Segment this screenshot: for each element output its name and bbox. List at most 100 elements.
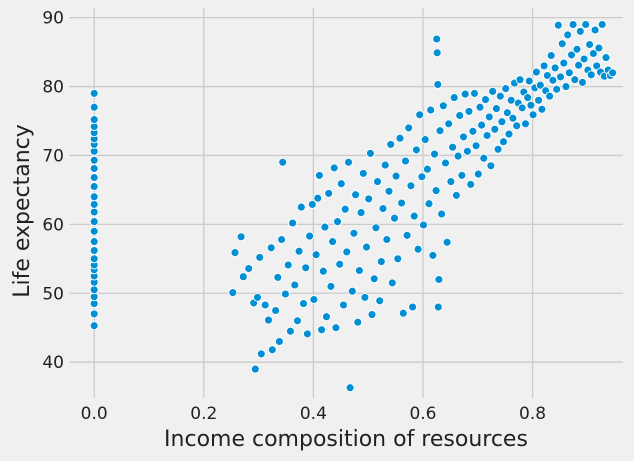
scatter-point [307,199,317,209]
scatter-point [356,208,366,218]
scatter-point [283,260,293,270]
scatter-point [228,288,238,298]
scatter-point [597,20,607,29]
scatter-point [264,315,273,325]
scatter-point [293,316,302,326]
x-axis-ticks: 0.0 0.2 0.4 0.6 0.8 [81,404,546,424]
scatter-point [433,302,443,312]
scatter-point [280,289,290,299]
scatter-point [376,257,386,267]
scatter-point [311,250,321,260]
scatter-point [471,141,481,151]
x-axis-label: Income composition of resources [164,427,528,452]
scatter-point [353,317,363,327]
scatter-point [570,75,580,85]
scatter-point [542,71,552,80]
scatter-point [441,158,450,168]
scatter-point [89,207,99,217]
x-tick-label: 0.6 [409,404,436,424]
scatter-point [409,211,419,221]
scatter-point [358,168,368,178]
scatter-point [365,148,375,158]
scatter-point [238,272,248,282]
scatter-point [288,218,298,228]
scatter-point [552,84,562,94]
y-tick-label: 50 [42,284,64,304]
scatter-point [448,142,458,152]
scatter-point [386,139,396,149]
scatter-point [369,274,379,284]
scatter-point [561,82,571,92]
scatter-point [581,20,591,29]
scatter-point [349,228,359,238]
x-tick-label: 0.0 [81,404,108,424]
scatter-point [468,126,478,136]
scatter-point [550,63,560,73]
scatter-point [391,171,401,181]
scatter-point [256,349,266,359]
scatter-point [290,280,300,290]
scatter-point [351,190,361,200]
scatter-point [464,106,474,116]
scatter-point [302,329,312,339]
scatter-point [435,126,445,136]
scatter-point [384,186,394,196]
scatter-point [411,145,421,155]
scatter-point [470,88,479,98]
scatter-point [89,182,99,191]
scatter-point [504,129,514,139]
scatter-point [89,246,99,255]
scatter-point [417,172,427,182]
scatter-point [326,281,336,291]
scatter-point [567,50,576,60]
scatter-point [253,292,262,302]
scatter-point [89,115,99,125]
scatter-point [236,232,246,242]
scatter-point [590,25,600,35]
scatter-point [339,300,348,310]
scatter-point [320,222,330,232]
y-tick-label: 80 [42,78,64,98]
scatter-point [382,235,392,244]
scatter-point [360,292,370,302]
scatter-point [329,163,339,173]
x-tick-label: 0.8 [519,404,546,424]
scatter-point [328,237,338,247]
scatter-point [568,20,578,29]
scatter-point [477,120,487,130]
scatter-point [89,164,99,173]
scatter-point [347,286,357,296]
y-axis-ticks: 40 50 60 70 80 90 [42,9,64,374]
x-tick-label: 0.2 [190,404,217,424]
scatter-point [495,91,505,101]
scatter-point [481,95,490,105]
scatter-point [438,101,448,111]
scatter-point [244,264,254,273]
scatter-point [491,104,501,114]
scatter-point [294,246,304,256]
scatter-point [601,53,611,63]
scatter-point [387,278,397,288]
scatter-point [548,75,558,85]
scatter-point [428,250,438,260]
scatter-point [390,213,399,223]
scatter-point [564,68,574,78]
scatter-point [314,170,324,180]
scatter-point [324,188,334,198]
scatter-point [344,157,353,167]
scatter-point [89,173,99,182]
scatter-point [493,144,503,154]
scatter-point [508,113,518,123]
scatter-point [345,383,355,393]
scatter-point [553,20,563,30]
scatter-point [354,266,364,275]
scatter-point [451,190,461,200]
data-points [89,20,618,393]
scatter-point [488,86,498,96]
scatter-point [278,157,288,167]
y-axis-label: Life expectancy [10,124,35,298]
scatter-point [89,237,99,247]
scatter-point [393,254,403,264]
